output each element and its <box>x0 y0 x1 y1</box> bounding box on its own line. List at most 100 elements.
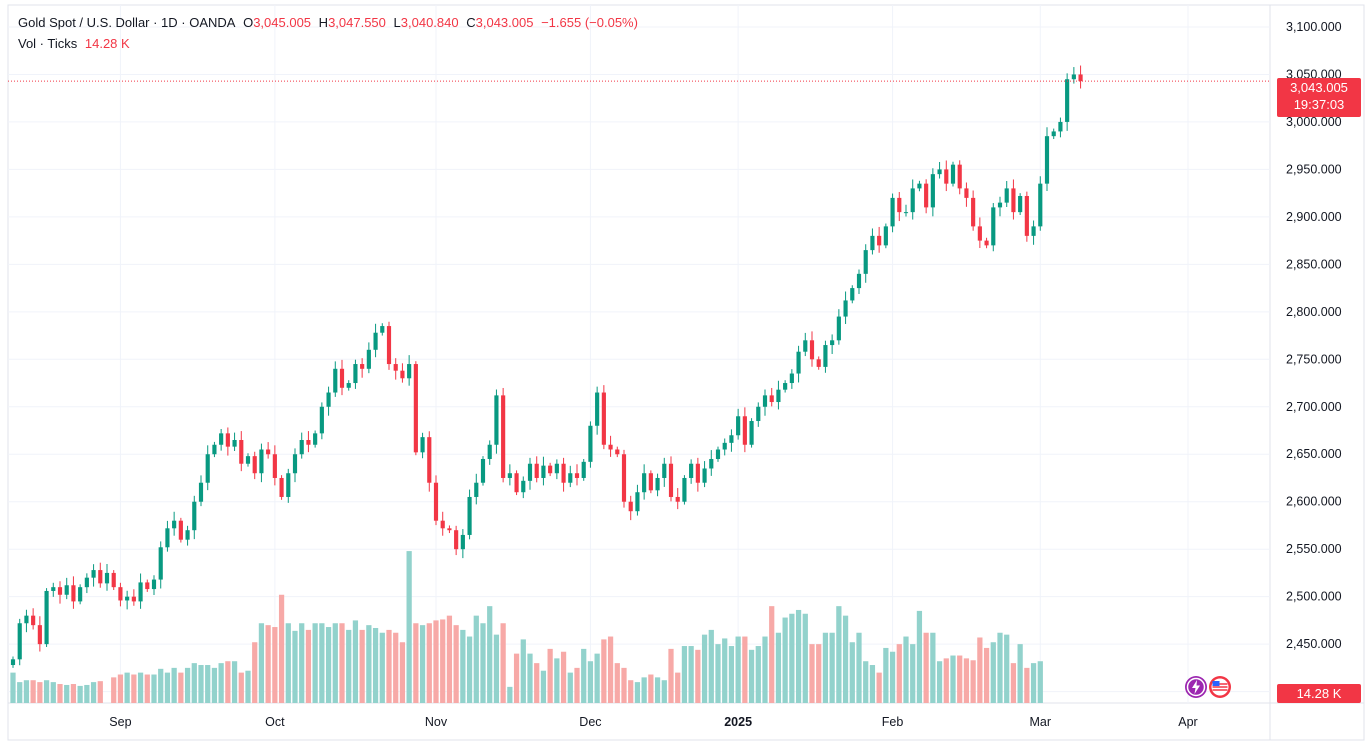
candle-body <box>527 463 533 481</box>
volume-bar <box>473 615 479 703</box>
candle-body <box>548 465 553 474</box>
x-tick-label: Dec <box>579 715 601 729</box>
candle-body <box>1011 188 1016 213</box>
volume-bar <box>460 629 466 703</box>
volume-bar <box>863 661 869 703</box>
x-tick-label: Sep <box>109 715 131 729</box>
volume-bar <box>675 672 681 703</box>
candle-body <box>910 188 915 213</box>
candle-body <box>447 528 452 531</box>
y-tick-label: 2,700.000 <box>1286 400 1342 414</box>
y-tick-label: 2,450.000 <box>1286 637 1342 651</box>
volume-bar <box>930 632 936 703</box>
volume-bar <box>970 660 976 703</box>
high-value: 3,047.550 <box>328 15 386 30</box>
volume-bar <box>379 632 385 703</box>
candle-body <box>480 458 486 483</box>
volume-bar <box>889 651 896 703</box>
volume-bar <box>607 636 614 703</box>
candle-body <box>809 340 815 360</box>
volume-bar <box>211 667 218 703</box>
candle-body <box>433 482 439 521</box>
candle-body <box>964 188 969 198</box>
candle-body <box>400 370 405 379</box>
candle-body <box>843 300 848 317</box>
volume-bar <box>299 623 305 703</box>
symbol-legend: Gold Spot / U.S. Dollar · 1D · OANDA O3,… <box>18 15 638 30</box>
last-volume-badge: 14.28 K <box>1277 684 1361 703</box>
volume-bar <box>748 649 755 703</box>
volume-bar <box>285 623 291 703</box>
candle-body <box>494 395 499 445</box>
volume-bar <box>1037 661 1043 703</box>
candle-body <box>266 449 271 455</box>
volume-bar <box>963 658 970 703</box>
candle-body <box>346 383 351 388</box>
candle-body <box>561 463 566 483</box>
volume-bar <box>856 632 862 703</box>
candle-body <box>111 572 116 588</box>
x-tick-label: 2025 <box>724 715 752 729</box>
candle-body <box>742 416 747 445</box>
volume-bar <box>245 670 251 703</box>
low-value: 3,040.840 <box>400 15 459 30</box>
volume-bar <box>910 644 916 703</box>
volume-bar <box>292 630 298 703</box>
volume-bar <box>903 636 909 703</box>
candle-body <box>783 383 788 390</box>
candle-body <box>259 449 264 474</box>
candle-body <box>339 368 345 388</box>
x-tick-label: Nov <box>425 715 448 729</box>
volume-bar <box>648 674 654 703</box>
candle-body <box>474 482 479 497</box>
volume-bar <box>628 680 634 703</box>
y-tick-label: 3,050.000 <box>1286 67 1342 81</box>
x-tick-label: Mar <box>1030 715 1052 729</box>
volume-bar <box>883 647 889 703</box>
volume-bar <box>218 663 224 703</box>
candle-body <box>997 202 1003 208</box>
candle-body <box>252 456 257 474</box>
candle-body <box>655 477 660 491</box>
candle-body <box>541 465 546 478</box>
volume-bar <box>513 653 520 703</box>
candle-body <box>816 359 821 367</box>
volume-bar <box>191 663 197 703</box>
candle-body <box>333 368 338 393</box>
volume-bar <box>144 674 150 703</box>
candle-body <box>299 440 304 455</box>
volume-bar <box>708 629 714 703</box>
lightning-icon[interactable] <box>1184 675 1208 699</box>
volume-bar <box>567 672 573 703</box>
candle-body <box>950 164 956 184</box>
volume-bar <box>997 632 1003 703</box>
candle-body <box>648 473 653 491</box>
volume-bar <box>319 623 325 703</box>
volume-bar <box>137 672 144 703</box>
candle-body <box>521 480 526 493</box>
candle-body <box>440 520 445 529</box>
us-flag-icon[interactable] <box>1208 675 1232 699</box>
candle-body <box>957 164 962 189</box>
candle-body <box>185 530 190 540</box>
candle-body <box>729 435 734 443</box>
bar-countdown: 19:37:03 <box>1293 97 1345 112</box>
volume-bar <box>809 644 815 703</box>
volume-bar <box>131 674 137 703</box>
volume-bar <box>782 617 788 703</box>
volume-bar <box>849 642 855 703</box>
volume-bar <box>346 629 352 703</box>
y-tick-label: 2,900.000 <box>1286 210 1342 224</box>
volume-bar <box>43 680 50 703</box>
volume-bar <box>352 620 359 703</box>
candle-body <box>1044 136 1050 184</box>
candle-body <box>380 326 385 333</box>
volume-label[interactable]: Vol · Ticks <box>18 36 78 51</box>
symbol-title[interactable]: Gold Spot / U.S. Dollar · 1D · OANDA <box>18 15 236 30</box>
volume-bar <box>560 651 567 703</box>
volume-bar <box>84 684 90 703</box>
volume-bar <box>158 668 164 703</box>
candle-body <box>568 473 573 483</box>
